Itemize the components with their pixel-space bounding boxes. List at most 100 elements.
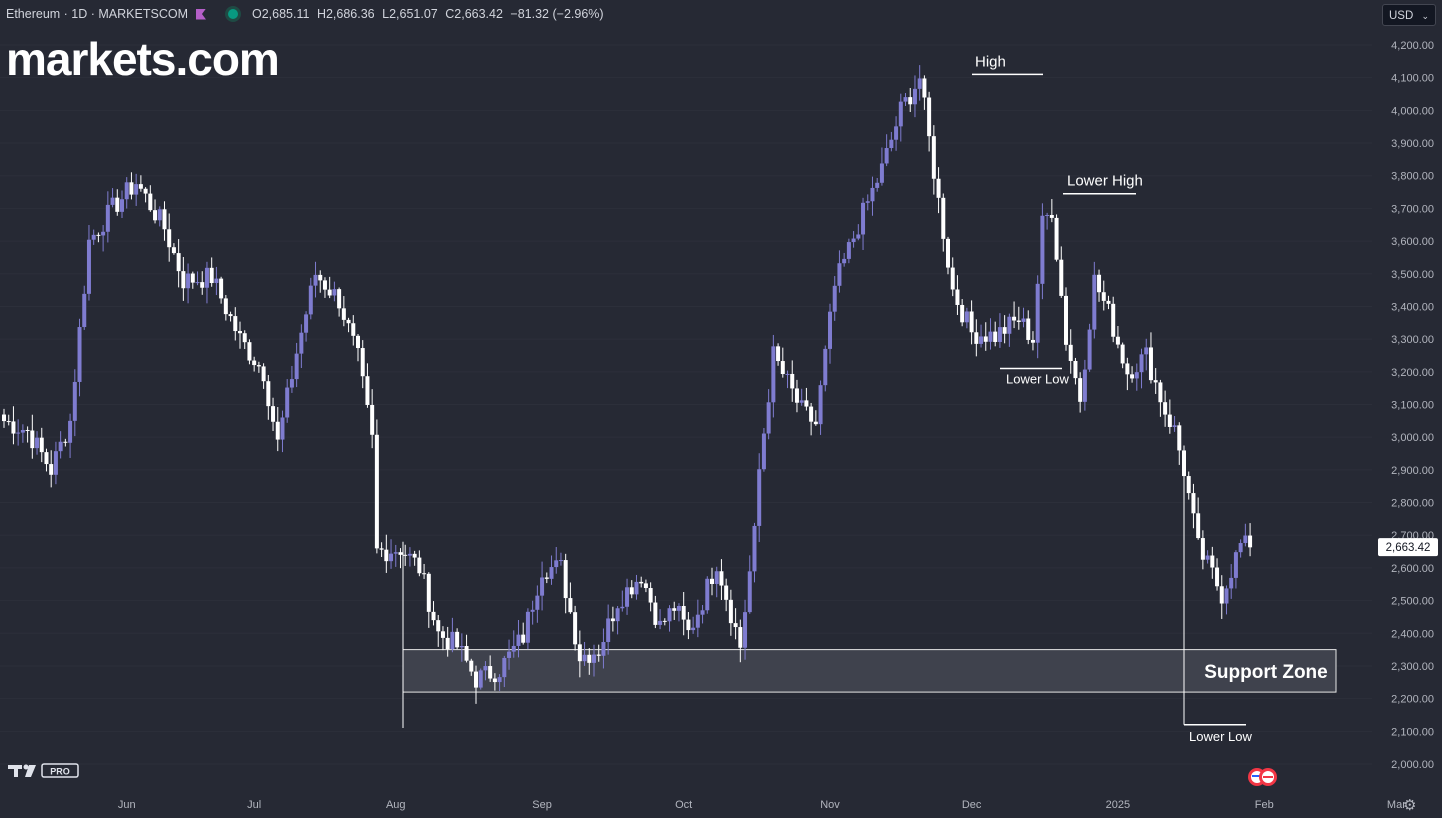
candle-body: [705, 578, 710, 611]
candle-body: [738, 627, 743, 648]
candle-body: [275, 421, 280, 440]
candle-body: [573, 612, 578, 645]
settings-gear-icon[interactable]: ⚙: [1403, 797, 1417, 814]
candle-body: [879, 163, 884, 183]
candle-body: [337, 289, 342, 309]
candle-body: [861, 202, 866, 235]
candle-body: [16, 432, 21, 434]
candle-body: [1210, 555, 1215, 568]
y-tick-label: 3,000.00: [1391, 432, 1434, 444]
candle-body: [672, 608, 677, 611]
candle-body: [728, 599, 733, 624]
x-tick-label: 2025: [1106, 799, 1130, 811]
candle-body: [91, 234, 96, 240]
candle-body: [280, 417, 285, 440]
candle-body: [30, 430, 35, 449]
candle-body: [1106, 300, 1111, 304]
candle-body: [186, 273, 191, 289]
candle-body: [134, 184, 139, 195]
svg-text:PRO: PRO: [50, 767, 70, 777]
candle-body: [766, 402, 771, 434]
candle-body: [1002, 327, 1007, 334]
currency-select[interactable]: USD ⌄: [1382, 4, 1436, 26]
candle-body: [516, 634, 521, 646]
candle-body: [950, 267, 955, 290]
candle-body: [271, 406, 276, 422]
candle-body: [710, 578, 714, 584]
candle-body: [648, 588, 653, 603]
candle-body: [837, 263, 842, 286]
candle-body: [1049, 215, 1054, 218]
candle-body: [261, 366, 266, 382]
candle-body: [1158, 382, 1163, 403]
candle-body: [828, 311, 832, 349]
candle-body: [360, 348, 365, 377]
candle-body: [39, 437, 44, 453]
candle-body: [917, 78, 922, 89]
candle-body: [927, 97, 932, 137]
candle-body: [214, 278, 219, 284]
economic-events-icon[interactable]: [1246, 767, 1280, 787]
y-tick-label: 2,500.00: [1391, 596, 1434, 608]
candle-body: [582, 654, 587, 662]
close-value: 2,663.42: [454, 7, 503, 21]
candle-body: [440, 631, 445, 638]
high-key: H: [316, 7, 326, 21]
candle-body: [431, 611, 436, 621]
candle-body: [931, 136, 936, 179]
y-tick-label: 3,900.00: [1391, 138, 1434, 150]
candle-body: [492, 678, 497, 683]
y-tick-label: 2,100.00: [1391, 726, 1434, 738]
candle-body: [856, 234, 861, 239]
y-tick-label: 3,800.00: [1391, 171, 1434, 183]
candle-body: [658, 620, 663, 625]
y-tick-label: 2,600.00: [1391, 563, 1434, 575]
flag-icon[interactable]: [195, 8, 206, 20]
candle-body: [525, 611, 530, 643]
y-tick-label: 2,300.00: [1391, 661, 1434, 673]
candle-body: [1026, 318, 1031, 340]
candle-body: [176, 253, 181, 272]
candle-body: [1035, 283, 1040, 343]
candle-body: [813, 421, 818, 425]
candle-body: [1200, 538, 1205, 560]
candle-body: [346, 319, 351, 324]
candle-body: [1040, 215, 1045, 284]
candle-body: [148, 193, 153, 211]
candle-body: [1097, 274, 1102, 293]
y-tick-label: 3,500.00: [1391, 269, 1434, 281]
candle-body: [780, 361, 785, 375]
candle-body: [530, 609, 535, 612]
candle-body: [171, 247, 176, 254]
candle-body: [162, 209, 167, 230]
candle-body: [1130, 374, 1135, 379]
candle-body: [422, 573, 427, 575]
x-tick-label: Sep: [532, 799, 552, 811]
candle-body: [507, 651, 512, 658]
candle-body: [252, 360, 257, 366]
candle-body: [1082, 369, 1087, 402]
candle-body: [266, 381, 271, 407]
annotation-label: Lower Low: [1189, 729, 1252, 744]
candle-body: [964, 311, 969, 323]
candle-body: [1125, 363, 1130, 375]
high-value: 2,686.36: [325, 7, 375, 21]
candle-body: [733, 623, 738, 628]
candle-body: [68, 420, 73, 443]
candle-body: [72, 381, 77, 421]
candle-body: [1224, 588, 1229, 604]
candle-body: [629, 587, 634, 595]
candle-body: [469, 660, 474, 672]
candles: [2, 65, 1253, 704]
time-axis: Jun Jul Aug Sep Oct Nov Dec 2025 Feb Mar: [118, 799, 1406, 811]
candle-body: [459, 645, 464, 648]
candle-body: [426, 573, 431, 612]
candle-body: [289, 379, 294, 388]
candle-body: [1139, 354, 1144, 373]
symbol-title[interactable]: Ethereum · 1D · MARKETSCOM: [6, 7, 188, 21]
y-tick-label: 2,800.00: [1391, 498, 1434, 510]
candle-body: [157, 209, 162, 221]
candle-body: [936, 178, 941, 198]
candle-body: [398, 552, 403, 555]
